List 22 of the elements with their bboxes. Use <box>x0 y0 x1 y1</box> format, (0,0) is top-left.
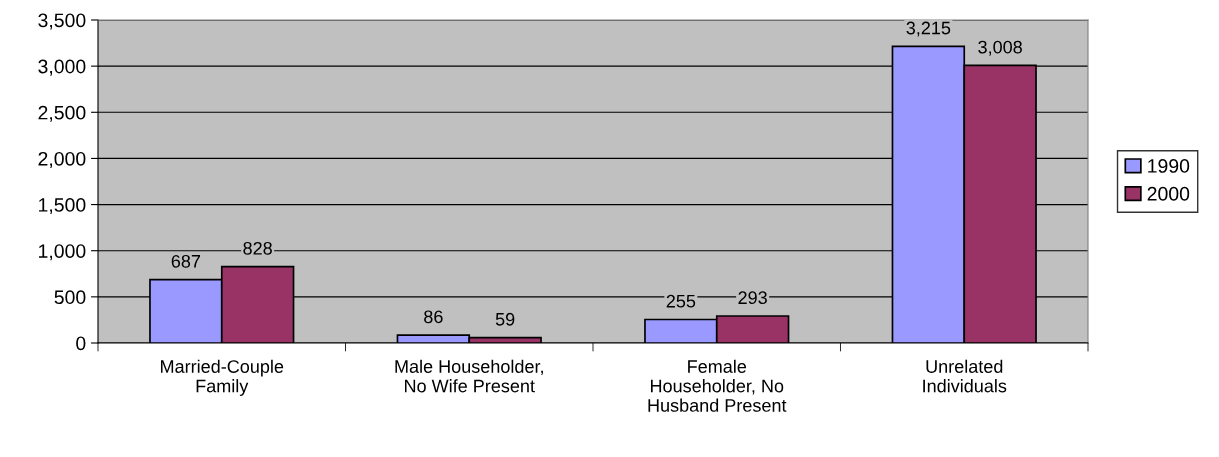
y-tick-label: 2,500 <box>38 105 86 122</box>
data-label: 3,008 <box>978 40 1022 56</box>
y-tick-label: 3,000 <box>38 59 86 76</box>
x-tick-label: Male Householder, No Wife Present <box>395 359 543 393</box>
y-tick-label: 3,500 <box>38 13 86 30</box>
y-tick-label: 1,500 <box>39 198 86 215</box>
data-label: 255 <box>666 294 696 308</box>
data-label: 59 <box>495 312 515 326</box>
data-label: 828 <box>243 241 272 255</box>
data-label: 3,215 <box>906 21 951 37</box>
y-tick-label: 500 <box>54 290 86 305</box>
x-tick-label: Unrelated Individuals <box>923 359 1007 393</box>
legend-label: 2000 <box>1147 186 1190 201</box>
y-tick-label: 2,000 <box>38 151 86 168</box>
x-tick-label: Married-Couple Family <box>161 359 284 396</box>
data-label: 293 <box>738 291 767 305</box>
data-label: 86 <box>424 310 443 324</box>
x-tick-label: Female Householder, No Husband Present <box>648 359 787 412</box>
legend-label: 1990 <box>1148 159 1190 173</box>
data-label: 687 <box>171 254 201 268</box>
y-tick-label: 1,000 <box>39 244 86 261</box>
y-tick-label: 0 <box>76 336 86 351</box>
